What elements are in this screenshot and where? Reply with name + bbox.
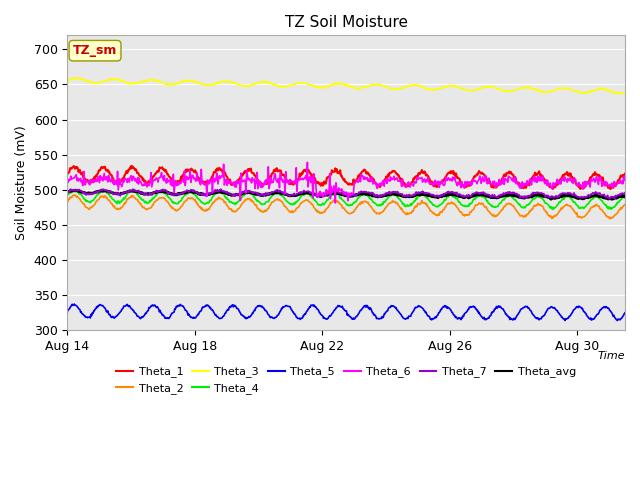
Theta_7: [63, 190, 71, 196]
Theta_6: [403, 180, 411, 186]
Theta_5: [63, 310, 71, 315]
Text: Time: Time: [597, 351, 625, 361]
Theta_2: [545, 212, 552, 217]
Theta_2: [419, 200, 427, 206]
Theta_7: [388, 189, 396, 195]
Theta_2: [388, 199, 396, 205]
Line: Theta_3: Theta_3: [67, 78, 625, 94]
Theta_avg: [72, 187, 79, 193]
Theta_1: [487, 182, 495, 188]
Theta_3: [545, 89, 552, 95]
Theta_4: [621, 194, 629, 200]
Theta_1: [403, 183, 410, 189]
Theta_5: [70, 301, 78, 307]
Theta_5: [403, 315, 410, 321]
Theta_7: [98, 187, 106, 192]
Theta_6: [98, 174, 106, 180]
Theta_3: [72, 75, 79, 81]
Theta_6: [332, 200, 339, 206]
Y-axis label: Soil Moisture (mV): Soil Moisture (mV): [15, 125, 28, 240]
Theta_avg: [487, 195, 495, 201]
Theta_2: [487, 211, 495, 216]
Theta_3: [618, 91, 626, 96]
Theta_4: [419, 192, 427, 198]
Line: Theta_4: Theta_4: [67, 190, 625, 209]
Theta_7: [545, 193, 552, 199]
Theta_1: [63, 172, 71, 178]
Theta_5: [419, 306, 427, 312]
Theta_4: [71, 187, 79, 192]
Theta_6: [388, 176, 396, 182]
Theta_3: [99, 79, 106, 85]
Theta_2: [621, 202, 629, 207]
Theta_avg: [99, 187, 106, 193]
Theta_7: [217, 186, 225, 192]
Theta_3: [621, 90, 629, 96]
Theta_2: [606, 216, 614, 222]
Theta_avg: [403, 193, 410, 199]
Title: TZ Soil Moisture: TZ Soil Moisture: [285, 15, 408, 30]
Theta_5: [621, 310, 629, 316]
Theta_avg: [608, 196, 616, 202]
Theta_4: [388, 192, 396, 197]
Theta_2: [63, 200, 71, 205]
Theta_2: [99, 193, 106, 199]
Theta_4: [548, 206, 556, 212]
Theta_5: [545, 305, 552, 311]
Theta_6: [621, 173, 629, 179]
Theta_2: [403, 212, 410, 217]
Theta_4: [63, 193, 71, 199]
Legend: Theta_1, Theta_2, Theta_3, Theta_4, Theta_5, Theta_6, Theta_7, Theta_avg: Theta_1, Theta_2, Theta_3, Theta_4, Thet…: [112, 362, 580, 398]
Theta_7: [487, 194, 495, 200]
Theta_5: [561, 318, 569, 324]
Line: Theta_5: Theta_5: [67, 304, 625, 321]
Theta_4: [487, 203, 495, 208]
Theta_7: [621, 190, 629, 195]
Theta_6: [420, 178, 428, 183]
Theta_6: [545, 182, 553, 188]
Theta_1: [388, 168, 396, 174]
Line: Theta_6: Theta_6: [67, 162, 625, 203]
Theta_6: [63, 175, 71, 181]
Line: Theta_avg: Theta_avg: [67, 190, 625, 199]
Theta_3: [388, 85, 396, 91]
Theta_1: [545, 182, 552, 188]
Theta_5: [487, 312, 495, 318]
Theta_1: [419, 170, 427, 176]
Theta_7: [611, 196, 618, 202]
Line: Theta_1: Theta_1: [67, 166, 625, 189]
Theta_avg: [545, 194, 552, 200]
Theta_avg: [419, 192, 427, 197]
Theta_1: [607, 186, 614, 192]
Theta_1: [98, 164, 106, 170]
Theta_1: [129, 163, 136, 169]
Theta_7: [419, 189, 427, 194]
Theta_avg: [621, 193, 629, 199]
Theta_avg: [388, 192, 396, 197]
Line: Theta_2: Theta_2: [67, 195, 625, 219]
Theta_3: [403, 84, 410, 89]
Theta_4: [403, 203, 410, 208]
Theta_avg: [63, 189, 71, 195]
Theta_4: [99, 189, 106, 195]
Theta_3: [63, 77, 71, 83]
Theta_4: [545, 202, 552, 208]
Theta_2: [71, 192, 79, 198]
Theta_7: [403, 192, 410, 198]
Theta_3: [487, 84, 495, 89]
Theta_5: [388, 303, 396, 309]
Theta_6: [303, 159, 311, 165]
Text: TZ_sm: TZ_sm: [73, 44, 117, 57]
Theta_5: [99, 302, 106, 308]
Theta_1: [621, 171, 629, 177]
Theta_3: [419, 84, 427, 90]
Theta_6: [488, 182, 495, 188]
Line: Theta_7: Theta_7: [67, 189, 625, 199]
